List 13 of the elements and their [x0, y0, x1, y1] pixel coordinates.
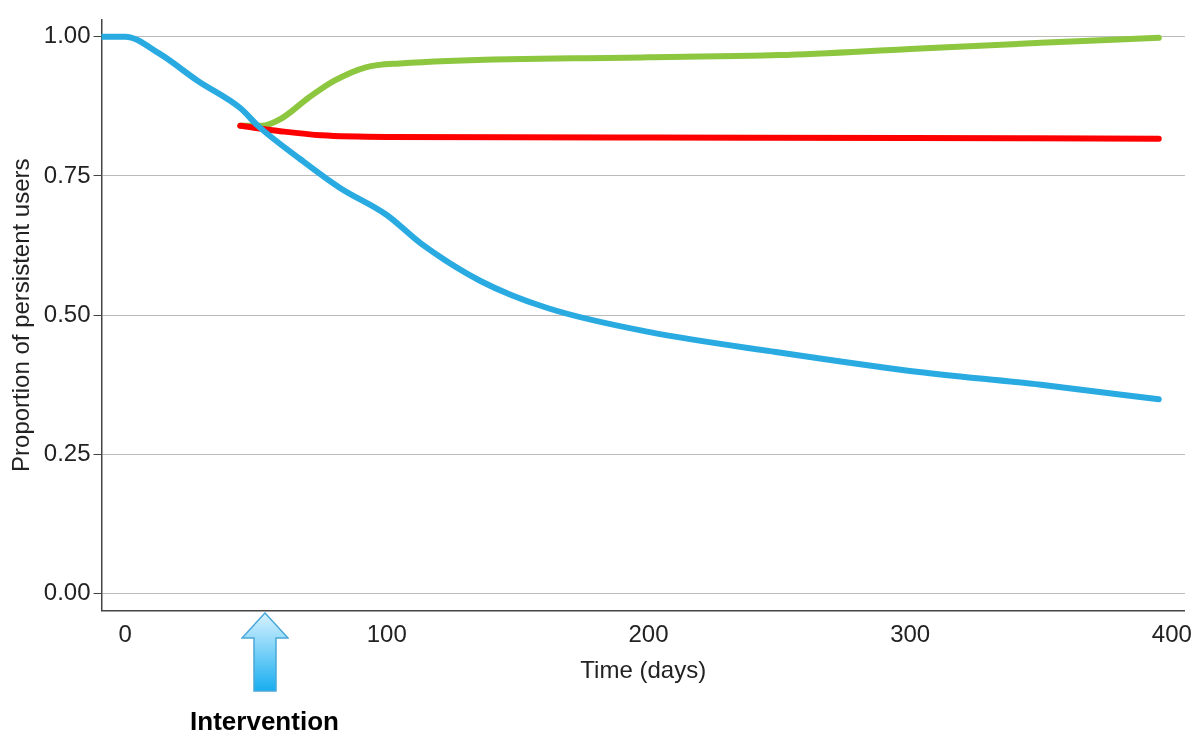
x-tick-label: 400 [1151, 620, 1192, 648]
y-tick-label: 1.00 [43, 21, 91, 49]
y-tick-label: 0.50 [43, 299, 91, 327]
text: Intervention [190, 706, 339, 737]
y-axis-title: Proportion of persistent users [7, 158, 35, 472]
y-tick-label: 0.00 [43, 578, 91, 606]
x-axis-title: Time (days) [580, 656, 707, 684]
y-tick-label: 0.75 [43, 160, 91, 188]
x-tick-label: 100 [366, 620, 407, 648]
x-tick-label: 300 [890, 620, 931, 648]
x-tick-label: 0 [118, 620, 132, 648]
x-tick-label: 200 [628, 620, 669, 648]
y-tick-label: 0.25 [43, 439, 91, 467]
